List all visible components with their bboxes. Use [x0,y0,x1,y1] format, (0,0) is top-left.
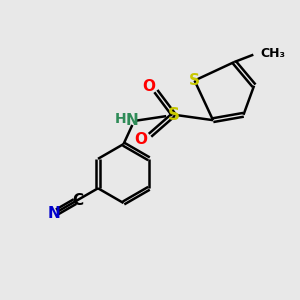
Text: O: O [135,132,148,147]
Text: N: N [126,113,139,128]
Text: O: O [142,79,155,94]
Text: H: H [115,112,126,126]
Text: CH₃: CH₃ [261,47,286,60]
Text: N: N [48,206,61,221]
Text: C: C [72,193,84,208]
Text: S: S [168,106,180,124]
Text: S: S [189,73,200,88]
